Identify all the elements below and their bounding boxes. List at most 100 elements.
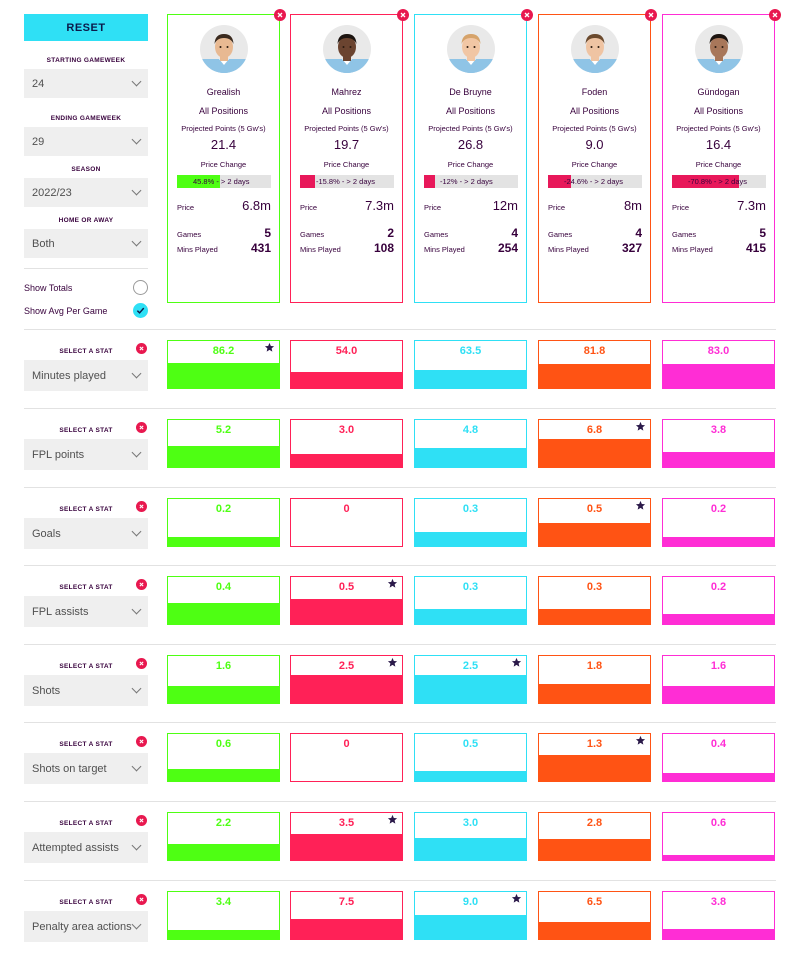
stat-value-box: 2.8 — [538, 812, 651, 861]
star-icon — [387, 578, 398, 588]
mins-value: 415 — [745, 241, 766, 255]
remove-stat-button[interactable] — [136, 579, 147, 590]
ending-gameweek-select[interactable]: 29 — [24, 127, 148, 156]
remove-player-button[interactable] — [645, 9, 657, 21]
stat-bar-fill — [539, 609, 650, 624]
remove-stat-button[interactable] — [136, 501, 147, 512]
price-row: Price 6.8m — [177, 198, 271, 213]
close-icon — [277, 12, 283, 18]
stat-row-divider — [24, 329, 776, 330]
price-change-fill — [672, 175, 739, 188]
mins-value: 108 — [373, 241, 394, 255]
stat-value: 0.5 — [586, 503, 603, 515]
remove-stat-button[interactable] — [136, 422, 147, 433]
stat-value: 3.4 — [215, 896, 232, 908]
projected-points-value: 16.4 — [705, 137, 732, 152]
stat-bar-fill — [415, 915, 526, 939]
games-row: Games 2 — [300, 226, 394, 240]
stat-value: 2.5 — [338, 660, 355, 672]
stat-value: 3.8 — [710, 424, 727, 436]
show-avg-toggle[interactable]: Show Avg Per Game — [24, 303, 148, 318]
close-icon — [139, 346, 144, 351]
player-card: Foden All Positions Projected Points (5 Gw… — [538, 9, 657, 303]
mins-row: Mins Played 254 — [424, 241, 518, 255]
remove-player-button[interactable] — [397, 9, 409, 21]
stat-value-box: 5.2 — [167, 419, 280, 468]
price-change-text: -12% - > 2 days — [440, 177, 493, 186]
stat-bar-fill — [168, 686, 279, 703]
star-icon — [387, 814, 398, 824]
stat-bar-fill — [663, 452, 774, 467]
remove-stat-button[interactable] — [136, 815, 147, 826]
price-change-bar: -12% - > 2 days — [424, 175, 518, 188]
remove-player-button[interactable] — [521, 9, 533, 21]
price-label: Price — [548, 203, 566, 212]
stat-value-box: 9.0 — [414, 891, 527, 940]
stat-bar-fill — [291, 919, 402, 939]
close-icon — [139, 661, 144, 666]
show-totals-radio[interactable] — [133, 280, 148, 295]
stat-value: 0.2 — [710, 581, 727, 593]
chevron-down-icon — [131, 761, 142, 772]
projected-points-label: Projected Points (5 Gw's) — [676, 124, 761, 133]
stat-value-box: 3.4 — [167, 891, 280, 940]
price-change-fill — [177, 175, 221, 188]
stat-bar-fill — [291, 834, 402, 860]
mins-value: 327 — [621, 241, 642, 255]
stat-value-box: 6.8 — [538, 419, 651, 468]
season-select[interactable]: 2022/23 — [24, 178, 148, 207]
stat-value-box: 0.5 — [414, 733, 527, 782]
stat-bar-fill — [168, 930, 279, 939]
stat-value-box: 54.0 — [290, 340, 403, 389]
stat-value: 81.8 — [583, 345, 606, 357]
remove-player-button[interactable] — [274, 9, 286, 21]
stat-value: 2.8 — [586, 817, 603, 829]
stat-select[interactable]: Shots — [24, 675, 148, 706]
stat-value-box: 6.5 — [538, 891, 651, 940]
mins-row: Mins Played 108 — [300, 241, 394, 255]
star-icon — [511, 893, 522, 903]
show-avg-radio[interactable] — [133, 303, 148, 318]
price-change-fill — [300, 175, 315, 188]
chevron-down-icon — [131, 368, 142, 379]
price-change-text: 45.8% - > 2 days — [193, 177, 250, 186]
stat-value-box: 4.8 — [414, 419, 527, 468]
stat-row-divider — [24, 565, 776, 566]
close-icon — [772, 12, 778, 18]
stat-select[interactable]: Shots on target — [24, 753, 148, 784]
price-value: 7.3m — [737, 198, 766, 213]
stat-value-box: 2.5 — [414, 655, 527, 704]
games-value: 5 — [759, 226, 766, 240]
player-card: Grealish All Positions Projected Points (5… — [167, 9, 286, 303]
stat-bar-fill — [291, 675, 402, 703]
stat-bar-fill — [539, 523, 650, 546]
starting-gameweek-select[interactable]: 24 — [24, 69, 148, 98]
stat-select[interactable]: Penalty area actions — [24, 911, 148, 942]
remove-stat-button[interactable] — [136, 736, 147, 747]
remove-player-button[interactable] — [769, 9, 781, 21]
stat-value-box: 86.2 — [167, 340, 280, 389]
stat-value-box: 0.2 — [662, 498, 775, 547]
select-stat-label: SELECT A STAT — [59, 820, 113, 827]
player-name: Foden — [581, 87, 608, 97]
remove-stat-button[interactable] — [136, 343, 147, 354]
stat-row-divider — [24, 408, 776, 409]
stat-select[interactable]: FPL points — [24, 439, 148, 470]
star-icon — [635, 421, 646, 431]
stat-select[interactable]: FPL assists — [24, 596, 148, 627]
stat-select[interactable]: Goals — [24, 518, 148, 549]
home-away-select[interactable]: Both — [24, 229, 148, 258]
stat-select[interactable]: Attempted assists — [24, 832, 148, 863]
remove-stat-button[interactable] — [136, 658, 147, 669]
stat-select[interactable]: Minutes played — [24, 360, 148, 391]
stat-value-box: 0.6 — [167, 733, 280, 782]
show-totals-toggle[interactable]: Show Totals — [24, 280, 148, 295]
remove-stat-button[interactable] — [136, 894, 147, 905]
games-label: Games — [177, 230, 202, 239]
price-label: Price — [300, 203, 318, 212]
stat-bar-fill — [663, 686, 774, 703]
stat-select-value: Goals — [32, 527, 61, 540]
reset-button[interactable]: RESET — [24, 14, 148, 41]
stat-value-box: 3.0 — [414, 812, 527, 861]
price-row: Price 8m — [548, 198, 642, 213]
